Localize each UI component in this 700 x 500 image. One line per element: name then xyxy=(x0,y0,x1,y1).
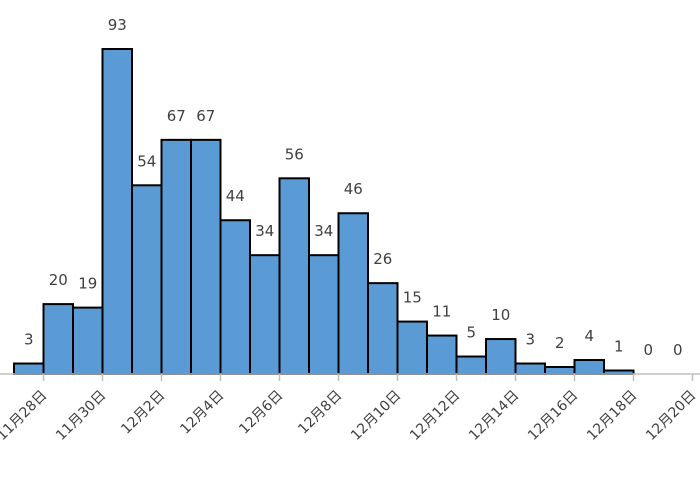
x-tick-label: 12月18日 xyxy=(584,388,640,444)
x-tick-label: 12月20日 xyxy=(643,388,699,444)
histogram-bar xyxy=(544,366,576,375)
x-tick-marks-group xyxy=(42,374,694,381)
x-tick-label: 12月16日 xyxy=(525,388,581,444)
x-tick-label: 12月2日 xyxy=(118,388,168,438)
data-label: 20 xyxy=(49,271,68,289)
histogram-bar xyxy=(42,303,74,375)
data-label: 0 xyxy=(643,341,653,359)
data-label: 34 xyxy=(255,222,274,240)
histogram-bar xyxy=(573,359,605,376)
histogram-bar xyxy=(396,320,428,376)
data-label: 3 xyxy=(24,331,34,349)
histogram-bar xyxy=(485,338,517,376)
data-label: 93 xyxy=(108,16,127,34)
data-label: 10 xyxy=(491,306,510,324)
x-tick-label: 12月10日 xyxy=(348,388,404,444)
histogram-bar xyxy=(101,48,133,375)
x-tick-label: 12月6日 xyxy=(236,388,286,438)
x-tick-label: 12月14日 xyxy=(466,388,522,444)
x-tick-label: 12月8日 xyxy=(295,388,345,438)
data-label: 5 xyxy=(466,324,476,342)
histogram-bar xyxy=(455,355,487,376)
histogram-bar xyxy=(219,219,251,375)
histogram-bar xyxy=(426,334,458,376)
data-label: 67 xyxy=(167,107,186,125)
histogram-bar xyxy=(72,306,104,375)
bars-group xyxy=(13,48,635,376)
histogram-bar xyxy=(514,362,546,376)
histogram-bar xyxy=(160,138,192,375)
histogram-bar xyxy=(249,254,281,376)
x-tick-label: 11月30日 xyxy=(53,388,109,444)
data-label: 1 xyxy=(614,338,624,356)
data-label: 67 xyxy=(196,107,215,125)
x-tick-label: 12月12日 xyxy=(407,388,463,444)
data-label: 46 xyxy=(344,180,363,198)
data-label: 19 xyxy=(78,275,97,293)
histogram-bar xyxy=(131,184,163,375)
data-label: 54 xyxy=(137,152,156,170)
data-label: 26 xyxy=(373,250,392,268)
histogram-bar xyxy=(278,177,310,375)
data-label: 2 xyxy=(555,334,565,352)
x-tick-label: 11月28日 xyxy=(0,388,50,444)
histogram-bar xyxy=(190,138,222,375)
data-label: 34 xyxy=(314,222,333,240)
histogram-bar xyxy=(308,254,340,376)
histogram-bar xyxy=(337,212,369,375)
data-label: 3 xyxy=(525,331,535,349)
data-label: 4 xyxy=(584,327,594,345)
data-label: 11 xyxy=(432,303,451,321)
histogram-bar xyxy=(13,362,45,376)
data-label: 56 xyxy=(285,145,304,163)
histogram-bar xyxy=(367,282,399,375)
data-label: 44 xyxy=(226,187,245,205)
data-label: 15 xyxy=(403,289,422,307)
x-tick-labels-group: 11月26日11月28日11月30日12月2日12月4日12月6日12月8日12… xyxy=(0,388,699,444)
x-tick-label: 12月4日 xyxy=(177,388,227,438)
data-label: 0 xyxy=(673,341,683,359)
